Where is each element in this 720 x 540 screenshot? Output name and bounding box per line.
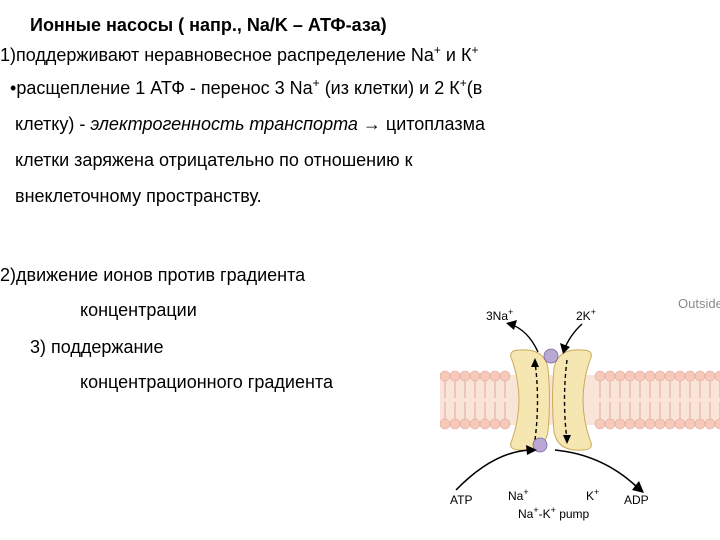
- atp-label: ATP: [450, 493, 472, 507]
- bullet-item: •расщепление 1 АТФ - перенос 3 Na+ (из к…: [10, 70, 620, 214]
- top-na-label: 3Na+: [486, 307, 513, 323]
- pump-figure: Outside: [440, 290, 720, 530]
- list-item-2: 2)движение ионов против градиента: [0, 258, 305, 292]
- k-bottom-label: K+: [586, 487, 599, 503]
- list2-number: 2): [0, 265, 16, 285]
- list3-text: поддержание: [46, 337, 163, 357]
- outside-label: Outside: [678, 296, 720, 311]
- bullet-mid: (из клетки) и 2 К: [320, 78, 460, 98]
- pump-name-label: Na+-K+ pump: [518, 505, 590, 521]
- bottom-arrowheads: [526, 445, 644, 493]
- bullet-pre: расщепление 1 АТФ - перенос 3 Na: [16, 78, 312, 98]
- list3-number: 3): [30, 337, 46, 357]
- ion-top: [544, 349, 558, 363]
- sup-plus-3: +: [313, 76, 320, 90]
- na-bottom-label: Na+: [508, 487, 529, 503]
- list-item-3: 3) поддержание: [30, 330, 163, 364]
- list-item-2b: концентрации: [80, 293, 197, 327]
- bottom-arrows: [456, 450, 640, 490]
- bullet-italic: электрогенность транспорта: [90, 114, 358, 134]
- list-item-1: 1)поддерживают неравновесное распределен…: [0, 38, 478, 72]
- list1-tail: и К: [441, 45, 472, 65]
- top-k-label: 2K+: [576, 307, 596, 323]
- bullet-line2a: клетку) -: [15, 114, 90, 134]
- bullet-post1: (в: [467, 78, 483, 98]
- list1-text: поддерживают неравновесное распределение…: [16, 45, 434, 65]
- sup-plus-1: +: [434, 43, 441, 57]
- adp-label: ADP: [624, 493, 649, 507]
- bullet-line4: внеклеточному пространству.: [15, 186, 262, 206]
- top-arrowheads: [506, 320, 570, 354]
- bullet-line3: клетки заряжена отрицательно по отношени…: [15, 150, 413, 170]
- list-item-3b: концентрационного градиента: [80, 365, 333, 399]
- sup-plus-2: +: [471, 43, 478, 57]
- bullet-line2b: → цитоплазма: [358, 114, 485, 134]
- list2-text: движение ионов против градиента: [16, 265, 305, 285]
- list1-number: 1): [0, 45, 16, 65]
- sup-plus-4: +: [460, 76, 467, 90]
- top-arrows: [510, 324, 582, 352]
